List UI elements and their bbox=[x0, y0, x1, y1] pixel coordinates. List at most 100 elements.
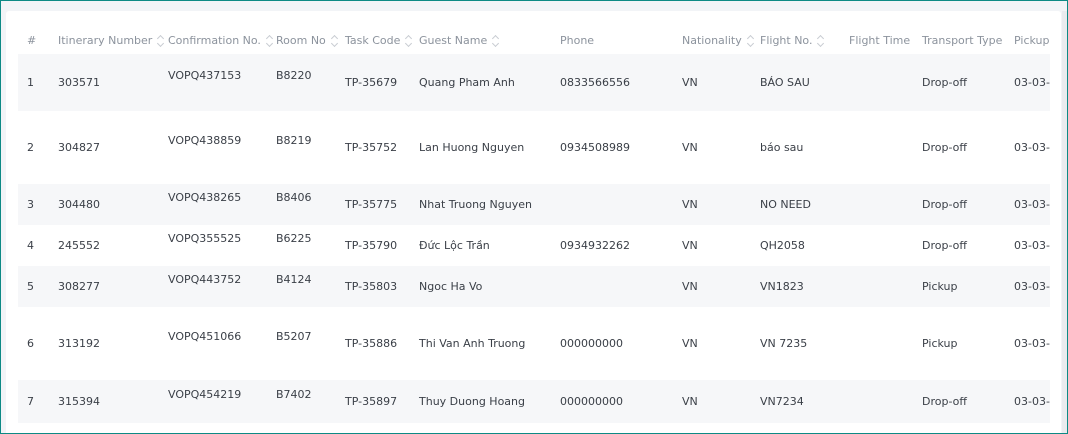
column-header-label: Flight Time bbox=[849, 34, 911, 47]
cell-confirmation-no: VOPQ451066 bbox=[168, 329, 242, 343]
column-header-room-no[interactable]: Room No bbox=[276, 30, 339, 52]
cell-room-no: B7402 bbox=[276, 387, 312, 401]
cell-guest-name: Thuy Duong Hoang bbox=[419, 394, 525, 408]
column-header-flight-no[interactable]: Flight No. bbox=[760, 30, 825, 52]
column-header-label: Confirmation No. bbox=[168, 34, 261, 47]
cell-flight-no: QH2058 bbox=[760, 238, 805, 252]
cell-nationality: VN bbox=[682, 75, 698, 89]
table-row[interactable]: 3 304480 VOPQ438265 B8406 TP-35775 Nhat Truon… bbox=[18, 184, 1050, 225]
cell-nationality: VN bbox=[682, 279, 698, 293]
table-row[interactable]: 5 308277 VOPQ443752 B4124 TP-35803 Ngoc Ha Vo… bbox=[18, 266, 1050, 307]
column-header-label: Flight No. bbox=[760, 34, 813, 47]
cell-confirmation-no: VOPQ438859 bbox=[168, 133, 242, 147]
column-header-label: Phone bbox=[560, 34, 595, 47]
cell-phone: 0934508989 bbox=[560, 140, 630, 154]
cell-pickup: 03-03- bbox=[1014, 279, 1050, 293]
cell-itinerary-number: 304480 bbox=[58, 197, 100, 211]
cell-room-no: B8219 bbox=[276, 133, 312, 147]
sort-icon[interactable] bbox=[157, 34, 165, 48]
sort-icon[interactable] bbox=[817, 34, 825, 48]
vertical-scrollbar[interactable] bbox=[1062, 11, 1067, 433]
cell-flight-no: báo sau bbox=[760, 140, 804, 154]
cell-index: 3 bbox=[27, 197, 34, 211]
column-header-flight-time: Flight Time bbox=[849, 30, 910, 52]
cell-nationality: VN bbox=[682, 140, 698, 154]
cell-phone: 0934932262 bbox=[560, 238, 630, 252]
transport-table: # Itinerary Number Confirmation No. Room No… bbox=[6, 11, 1050, 433]
cell-flight-no: VN1823 bbox=[760, 279, 804, 293]
cell-guest-name: Quang Pham Anh bbox=[419, 75, 515, 89]
sort-icon[interactable] bbox=[747, 34, 755, 48]
cell-guest-name: Ngoc Ha Vo bbox=[419, 279, 483, 293]
table-row[interactable]: 7 315394 VOPQ454219 B7402 TP-35897 Thuy Duong… bbox=[18, 380, 1050, 423]
cell-pickup: 03-03- bbox=[1014, 238, 1050, 252]
cell-phone: 0833566556 bbox=[560, 75, 630, 89]
column-header-task-code[interactable]: Task Code bbox=[345, 30, 413, 52]
cell-index: 6 bbox=[27, 336, 34, 350]
cell-itinerary-number: 313192 bbox=[58, 336, 100, 350]
column-header-pickup: Pickup bbox=[1014, 30, 1049, 52]
cell-index: 2 bbox=[27, 140, 34, 154]
cell-task-code: TP-35775 bbox=[345, 197, 398, 211]
column-header-index: # bbox=[27, 30, 36, 52]
column-header-label: Itinerary Number bbox=[58, 34, 153, 47]
cell-index: 1 bbox=[27, 75, 34, 89]
cell-itinerary-number: 303571 bbox=[58, 75, 100, 89]
column-header-itinerary-number[interactable]: Itinerary Number bbox=[58, 30, 165, 52]
cell-confirmation-no: VOPQ454219 bbox=[168, 387, 242, 401]
column-header-label: Task Code bbox=[345, 34, 401, 47]
cell-task-code: TP-35886 bbox=[345, 336, 398, 350]
table-row[interactable]: 2 304827 VOPQ438859 B8219 TP-35752 Lan Huong … bbox=[18, 111, 1050, 184]
cell-index: 7 bbox=[27, 394, 34, 408]
cell-nationality: VN bbox=[682, 197, 698, 211]
cell-guest-name: Đức Lộc Trần bbox=[419, 238, 490, 252]
cell-room-no: B8220 bbox=[276, 68, 312, 82]
cell-index: 5 bbox=[27, 279, 34, 293]
sort-icon[interactable] bbox=[405, 34, 413, 48]
cell-room-no: B5207 bbox=[276, 329, 312, 343]
table-row[interactable]: 6 313192 VOPQ451066 B5207 TP-35886 Thi Van An… bbox=[18, 307, 1050, 380]
cell-guest-name: Nhat Truong Nguyen bbox=[419, 197, 532, 211]
sort-icon[interactable] bbox=[331, 34, 339, 48]
cell-phone: 000000000 bbox=[560, 336, 623, 350]
cell-task-code: TP-35752 bbox=[345, 140, 398, 154]
cell-itinerary-number: 245552 bbox=[58, 238, 100, 252]
sort-icon[interactable] bbox=[492, 34, 500, 48]
table-row[interactable]: 1 303571 VOPQ437153 B8220 TP-35679 Quang Pham… bbox=[18, 54, 1050, 111]
cell-pickup: 03-03- bbox=[1014, 394, 1050, 408]
cell-flight-no: BÁO SAU bbox=[760, 75, 810, 89]
column-header-nationality[interactable]: Nationality bbox=[682, 30, 755, 52]
cell-transport-type: Drop-off bbox=[922, 140, 967, 154]
cell-confirmation-no: VOPQ355525 bbox=[168, 231, 242, 245]
column-header-transport-type: Transport Type bbox=[922, 30, 1002, 52]
cell-transport-type: Drop-off bbox=[922, 75, 967, 89]
cell-itinerary-number: 308277 bbox=[58, 279, 100, 293]
column-header-label: Room No bbox=[276, 34, 326, 47]
cell-confirmation-no: VOPQ438265 bbox=[168, 190, 242, 204]
cell-flight-no: NO NEED bbox=[760, 197, 811, 211]
table-row[interactable]: 4 245552 VOPQ355525 B6225 TP-35790 Đức Lộc Tr… bbox=[18, 225, 1050, 266]
cell-pickup: 03-03- bbox=[1014, 197, 1050, 211]
cell-task-code: TP-35897 bbox=[345, 394, 398, 408]
column-header-confirmation-no[interactable]: Confirmation No. bbox=[168, 30, 274, 52]
column-header-label: Transport Type bbox=[922, 34, 1003, 47]
cell-room-no: B4124 bbox=[276, 272, 312, 286]
cell-task-code: TP-35679 bbox=[345, 75, 398, 89]
cell-guest-name: Lan Huong Nguyen bbox=[419, 140, 525, 154]
cell-transport-type: Pickup bbox=[922, 336, 958, 350]
cell-itinerary-number: 304827 bbox=[58, 140, 100, 154]
cell-room-no: B8406 bbox=[276, 190, 312, 204]
cell-confirmation-no: VOPQ443752 bbox=[168, 272, 242, 286]
cell-transport-type: Drop-off bbox=[922, 238, 967, 252]
column-header-label: Guest Name bbox=[419, 34, 488, 47]
cell-transport-type: Drop-off bbox=[922, 394, 967, 408]
sort-icon[interactable] bbox=[266, 34, 274, 48]
transport-table-card: # Itinerary Number Confirmation No. Room No… bbox=[6, 11, 1061, 433]
cell-pickup: 03-03- bbox=[1014, 336, 1050, 350]
column-header-label: # bbox=[27, 34, 37, 47]
column-header-phone: Phone bbox=[560, 30, 594, 52]
column-header-guest-name[interactable]: Guest Name bbox=[419, 30, 500, 52]
cell-itinerary-number: 315394 bbox=[58, 394, 100, 408]
cell-phone: 000000000 bbox=[560, 394, 623, 408]
